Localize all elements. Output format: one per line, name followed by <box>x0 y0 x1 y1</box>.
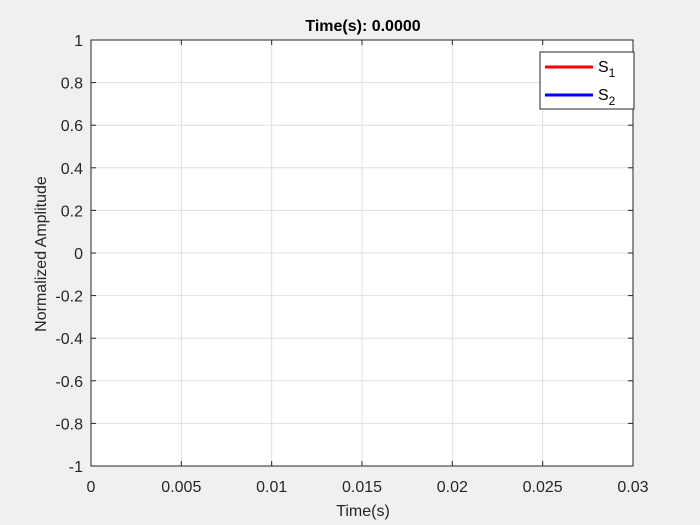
legend-label-base: S <box>598 87 609 104</box>
legend-label-2: S2 <box>598 87 616 108</box>
x-tick-label: 0.015 <box>342 479 382 496</box>
x-tick-label: 0.01 <box>256 479 287 496</box>
y-tick-label: 0 <box>74 246 83 263</box>
x-tick-label: 0.03 <box>617 479 648 496</box>
ticks <box>90 39 634 467</box>
x-tick-labels: 0 0.005 0.01 0.015 0.02 0.025 0.03 <box>87 479 649 496</box>
y-tick-label: -0.2 <box>55 289 83 306</box>
legend-label-base: S <box>598 59 609 76</box>
y-tick-label: -0.8 <box>55 416 83 433</box>
x-tick-label: 0.005 <box>161 479 201 496</box>
chart-title: Time(s): 0.0000 <box>305 18 420 35</box>
y-tick-label: 0.4 <box>61 161 83 178</box>
y-tick-label: 0.8 <box>61 76 83 93</box>
legend-label-subscript: 1 <box>609 66 616 80</box>
y-tick-label: 1 <box>74 33 83 50</box>
legend-label-1: S1 <box>598 59 616 80</box>
y-tick-labels: 1 0.8 0.6 0.4 0.2 0 -0.2 -0.4 -0.6 -0.8 -1 <box>55 33 83 476</box>
y-tick-label: -0.4 <box>55 331 83 348</box>
y-tick-label: -1 <box>69 459 83 476</box>
y-axis-label: Normalized Amplitude <box>33 176 50 332</box>
x-tick-label: 0.025 <box>523 479 563 496</box>
y-tick-label: 0.6 <box>61 118 83 135</box>
legend-label-subscript: 2 <box>609 94 616 108</box>
y-tick-label: 0.2 <box>61 203 83 220</box>
legend-box <box>539 51 635 110</box>
x-tick-label: 0.02 <box>437 479 468 496</box>
x-axis-label: Time(s) <box>336 503 390 520</box>
x-tick-label: 0 <box>87 479 96 496</box>
y-tick-label: -0.6 <box>55 374 83 391</box>
